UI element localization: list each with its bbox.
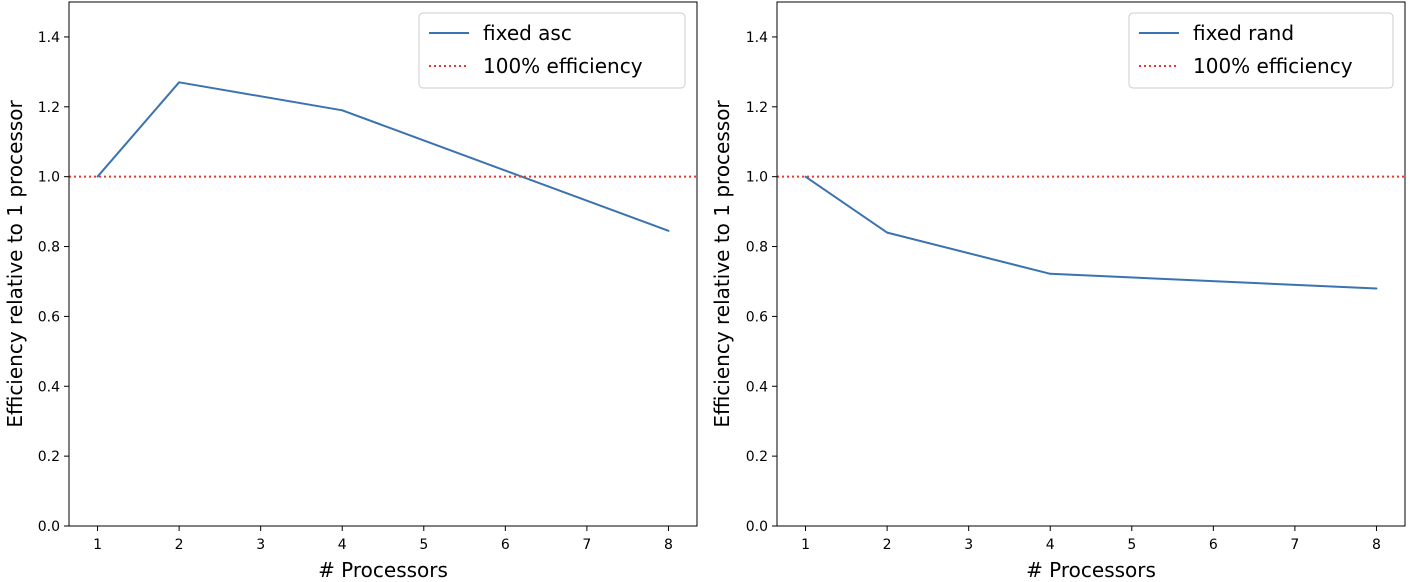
series-line bbox=[96, 81, 669, 232]
x-tick-label: 3 bbox=[256, 537, 265, 553]
legend-label: fixed asc bbox=[483, 21, 572, 45]
legend-box bbox=[418, 12, 686, 89]
x-tick-label: 4 bbox=[338, 537, 347, 553]
data-point bbox=[804, 175, 807, 178]
legend-label: 100% efficiency bbox=[1193, 54, 1353, 78]
y-tick-label: 0.4 bbox=[746, 379, 768, 395]
y-tick-label: 1.2 bbox=[38, 100, 60, 116]
data-point bbox=[667, 229, 670, 232]
legend: fixed rand 100% efficiency bbox=[1128, 12, 1394, 89]
x-axis-label: # Processors bbox=[1026, 558, 1156, 582]
y-tick-label: 0.8 bbox=[746, 240, 768, 256]
y-tick-label: 0.2 bbox=[746, 449, 768, 465]
x-axis-label: # Processors bbox=[318, 558, 448, 582]
y-tick-label: 0.4 bbox=[38, 379, 60, 395]
chart-panel-1: 1 2 3 4 5 6 7 8 0.0 0.2 0.4 0.6 0.8 1.0 1.2 1.4 # Proces… bbox=[3, 1, 698, 582]
plot-frame bbox=[776, 1, 1406, 527]
series-line bbox=[804, 175, 1377, 290]
data-point bbox=[1375, 287, 1378, 290]
y-tick-label: 1.4 bbox=[746, 30, 768, 46]
y-tick-label: 1.4 bbox=[38, 30, 60, 46]
legend: fixed asc 100% efficiency bbox=[418, 12, 686, 89]
x-tick-label: 2 bbox=[175, 537, 184, 553]
y-tick-label: 0.6 bbox=[746, 309, 768, 325]
y-tick-label: 0.0 bbox=[38, 519, 60, 535]
data-point bbox=[341, 109, 344, 112]
plot-frame bbox=[68, 1, 698, 527]
data-point bbox=[178, 81, 181, 84]
x-tick-label: 7 bbox=[1290, 537, 1299, 553]
y-tick-label: 0.8 bbox=[38, 240, 60, 256]
legend-label: 100% efficiency bbox=[483, 54, 643, 78]
x-tick-label: 2 bbox=[883, 537, 892, 553]
legend-box bbox=[1128, 12, 1394, 89]
y-tick-label: 1.2 bbox=[746, 100, 768, 116]
y-tick-label: 0.6 bbox=[38, 309, 60, 325]
y-tick-label: 1.0 bbox=[746, 170, 768, 186]
x-tick-label: 5 bbox=[419, 537, 428, 553]
x-tick-label: 7 bbox=[582, 537, 591, 553]
data-point bbox=[96, 175, 99, 178]
x-tick-label: 3 bbox=[964, 537, 973, 553]
data-point bbox=[1049, 272, 1052, 275]
x-tick-label: 8 bbox=[1372, 537, 1381, 553]
chart-panel-2: 1 2 3 4 5 6 7 8 0.0 0.2 0.4 0.6 0.8 1.0 1.2 1.4 # Proces… bbox=[710, 1, 1406, 582]
y-tick-label: 1.0 bbox=[38, 170, 60, 186]
y-tick-label: 0.2 bbox=[38, 449, 60, 465]
x-tick-label: 1 bbox=[93, 537, 102, 553]
x-tick-label: 6 bbox=[501, 537, 510, 553]
legend-label: fixed rand bbox=[1193, 21, 1294, 45]
x-tick-label: 1 bbox=[801, 537, 810, 553]
x-tick-label: 6 bbox=[1209, 537, 1218, 553]
data-point bbox=[886, 231, 889, 234]
x-tick-label: 8 bbox=[664, 537, 673, 553]
x-tick-label: 5 bbox=[1127, 537, 1136, 553]
x-tick-label: 4 bbox=[1046, 537, 1055, 553]
y-axis-label: Efficiency relative to 1 processor bbox=[3, 100, 27, 428]
y-tick-label: 0.0 bbox=[746, 519, 768, 535]
y-axis-label: Efficiency relative to 1 processor bbox=[710, 100, 734, 428]
